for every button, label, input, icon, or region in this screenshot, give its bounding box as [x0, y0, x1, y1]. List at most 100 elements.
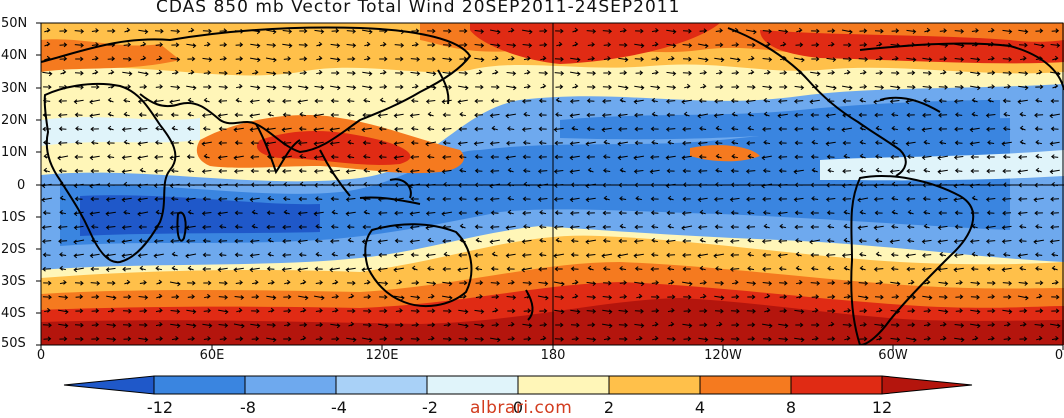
wind-arrow [762, 196, 772, 202]
wind-arrow [394, 295, 405, 301]
wind-arrow [938, 43, 949, 48]
wind-arrow [570, 238, 579, 243]
wind-arrow [938, 294, 948, 300]
wind-arrow [458, 85, 469, 91]
wind-arrow [540, 335, 547, 341]
wind-arrow [155, 126, 163, 131]
wind-arrow [873, 225, 884, 231]
wind-arrow [763, 69, 771, 75]
wind-arrow [745, 99, 756, 104]
wind-arrow [666, 336, 676, 342]
wind-arrow [153, 99, 164, 104]
wind-arrow [282, 252, 292, 258]
wind-arrow [362, 140, 371, 146]
wind-arrow [187, 294, 196, 299]
wind-arrow [554, 56, 564, 62]
wind-arrow [1034, 323, 1045, 328]
wind-arrow [954, 168, 963, 173]
wind-arrow [138, 337, 149, 343]
wind-arrow [875, 167, 882, 173]
wind-arrow [571, 336, 580, 341]
wind-arrow [169, 155, 180, 161]
wind-arrow [1049, 141, 1060, 147]
wind-arrow [777, 99, 788, 104]
wind-arrow [938, 112, 948, 118]
wind-arrow [505, 155, 516, 161]
wind-arrow [570, 309, 581, 315]
wind-arrow [842, 323, 853, 328]
wind-arrow [634, 126, 643, 132]
wind-arrow [378, 281, 389, 286]
wind-arrow [714, 280, 725, 286]
wind-arrow [300, 279, 307, 285]
wind-arrow [105, 253, 116, 259]
wind-arrow [1050, 71, 1061, 77]
wind-arrow [555, 28, 564, 34]
wind-arrow [170, 29, 181, 34]
wind-arrow [410, 140, 419, 146]
wind-arrow [953, 267, 964, 273]
wind-arrow [859, 322, 867, 327]
wind-shading-layer [41, 23, 1064, 345]
wind-arrow [617, 113, 628, 118]
wind-arrow [42, 322, 52, 328]
wind-arrow [282, 238, 292, 244]
wind-arrow [474, 43, 485, 48]
wind-arrow [763, 97, 771, 103]
wind-arrow [907, 70, 916, 76]
wind-arrow [713, 113, 724, 118]
wind-arrow [939, 56, 948, 62]
wind-arrow [443, 322, 452, 327]
wind-arrow [409, 211, 420, 217]
wind-arrow [619, 196, 627, 201]
wind-arrow [393, 155, 404, 161]
wind-arrow [636, 293, 643, 299]
colorbar-box-1 [153, 375, 246, 395]
wind-arrow [747, 237, 755, 243]
wind-arrow [427, 293, 435, 299]
wind-arrow [1018, 71, 1029, 76]
wind-arrow [939, 140, 947, 145]
wind-arrow [203, 97, 210, 103]
wind-arrow [43, 280, 52, 286]
wind-arrow [890, 43, 901, 48]
wind-arrow [347, 154, 355, 159]
wind-arrow [442, 238, 452, 244]
wind-arrow [617, 253, 629, 259]
wind-arrow [60, 69, 67, 75]
wind-arrow [937, 239, 948, 245]
wind-arrow [138, 224, 147, 230]
wind-arrow [938, 84, 949, 90]
wind-arrow [73, 253, 84, 259]
wind-arrow [43, 307, 51, 313]
wind-arrow [1017, 295, 1029, 301]
wind-arrow [554, 210, 563, 216]
wind-arrow [108, 83, 115, 89]
wind-arrow [697, 113, 708, 119]
wind-arrow [891, 196, 899, 201]
wind-arrow [139, 322, 148, 328]
wind-arrow [748, 69, 755, 75]
wind-arrow [140, 41, 147, 47]
wind-arrow [522, 168, 531, 173]
wind-arrow [361, 127, 372, 133]
wind-arrow [827, 336, 836, 342]
wind-arrow [617, 155, 628, 161]
wind-arrow [250, 85, 261, 91]
wind-arrow [362, 196, 371, 202]
wind-arrow [155, 308, 163, 313]
wind-arrow [572, 279, 579, 285]
wind-arrow [346, 126, 356, 132]
wind-arrow [987, 97, 994, 103]
wind-arrow [970, 294, 980, 300]
wind-arrow [329, 238, 340, 244]
wind-arrow [105, 225, 116, 230]
wind-arrow [410, 252, 419, 258]
wind-arrow [442, 85, 453, 90]
wind-arrow [329, 127, 340, 133]
wind-arrow [843, 294, 851, 299]
wind-arrow [570, 266, 579, 272]
wind-arrow [714, 98, 724, 104]
lat-label-10n: 10N [1, 145, 28, 160]
wind-arrow [171, 125, 178, 131]
